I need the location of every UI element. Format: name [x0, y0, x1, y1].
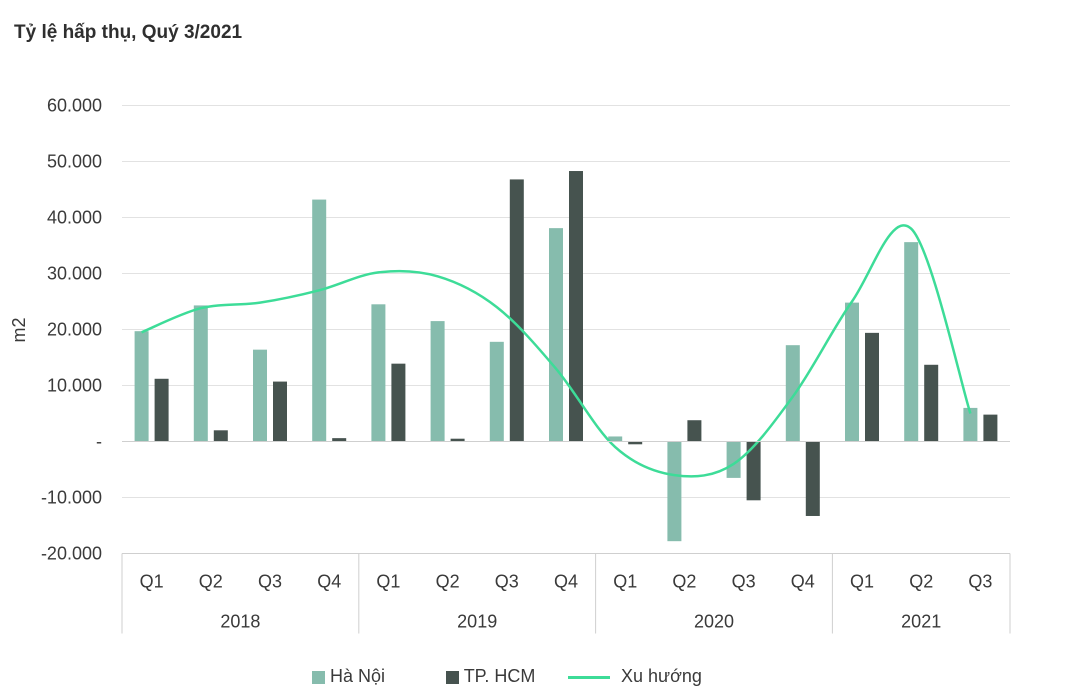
x-tick-label: Q3: [732, 572, 756, 592]
bar-hanoi: [312, 199, 327, 442]
legend-item-hanoi: Hà Nội: [312, 666, 385, 690]
y-axis-label: m2: [9, 317, 29, 342]
bar-hcm: [628, 441, 643, 445]
x-group-label: 2019: [457, 612, 497, 632]
bar-hanoi: [785, 345, 800, 442]
bar-hanoi: [371, 304, 386, 442]
bar-hanoi: [549, 228, 563, 442]
x-tick-label: Q1: [850, 572, 874, 592]
bar-hcm: [983, 414, 998, 442]
y-tick-label: -10.000: [41, 488, 102, 508]
x-tick-label: Q4: [791, 572, 815, 592]
bar-hanoi: [134, 331, 149, 442]
y-tick-label: -20.000: [41, 544, 102, 564]
bar-hcm: [273, 381, 287, 442]
legend-label-hcm: TP. HCM: [463, 666, 536, 686]
x-tick-label: Q4: [554, 572, 578, 592]
x-tick-label: Q1: [376, 572, 400, 592]
x-group-label: 2020: [694, 612, 734, 632]
bar-hanoi: [608, 436, 623, 442]
bar-hcm: [154, 378, 169, 442]
y-tick-label: -: [96, 432, 102, 452]
chart: m2 60.000 50.000 40.000 30.000 20.000 10.000 -…: [9, 96, 1011, 634]
y-tick-label: 60.000: [47, 96, 102, 116]
legend-item-hcm: TP. HCM: [446, 666, 535, 690]
x-tick-label: Q2: [436, 572, 460, 592]
legend-swatch-trend: [568, 675, 610, 679]
x-tick-label: Q2: [909, 572, 933, 592]
bar-hcm: [332, 438, 347, 442]
bar-hcm: [865, 332, 879, 442]
bar-hcm: [509, 179, 524, 442]
x-tick-label: Q3: [968, 572, 992, 592]
x-tick-label: Q2: [199, 572, 223, 592]
x-group-label: 2018: [220, 612, 260, 632]
legend-swatch-hcm: [446, 670, 459, 684]
bar-hanoi: [667, 441, 682, 542]
legend-swatch-hanoi: [312, 670, 325, 684]
bar-hanoi: [963, 407, 978, 442]
bar-hcm: [805, 441, 820, 516]
legend-label-hanoi: Hà Nội: [330, 666, 386, 686]
x-group-label: 2021: [901, 612, 941, 632]
x-tick-label: Q3: [495, 572, 519, 592]
y-tick-label: 30.000: [47, 264, 102, 284]
y-tick-label: 10.000: [47, 376, 102, 396]
bar-hcm: [569, 171, 583, 442]
bar-hanoi: [430, 321, 445, 442]
chart-title: Tỷ lệ hấp thụ, Quý 3/2021: [14, 22, 243, 43]
x-tick-label: Q2: [672, 572, 696, 592]
x-tick-label: Q4: [317, 572, 341, 592]
bar-hcm: [450, 438, 465, 442]
bar-hanoi: [845, 302, 859, 442]
bar-hcm: [924, 364, 939, 442]
legend-item-trend: Xu hướng: [568, 666, 702, 690]
legend-label-trend: Xu hướng: [621, 666, 702, 686]
bar-hanoi: [193, 305, 208, 442]
bar-hcm: [746, 441, 761, 501]
y-tick-label: 40.000: [47, 208, 102, 228]
trend-line: [141, 224, 972, 478]
bar-hanoi: [489, 341, 504, 442]
bar-hcm: [213, 430, 228, 442]
x-tick-label: Q1: [140, 572, 164, 592]
y-tick-label: 20.000: [47, 320, 102, 340]
y-tick-label: 50.000: [47, 152, 102, 172]
x-tick-label: Q3: [258, 572, 282, 592]
bar-hcm: [391, 363, 406, 442]
bar-hanoi: [253, 349, 267, 442]
bar-hcm: [687, 420, 702, 442]
x-tick-label: Q1: [613, 572, 637, 592]
bar-hanoi: [726, 441, 741, 478]
bar-hanoi: [904, 242, 919, 442]
